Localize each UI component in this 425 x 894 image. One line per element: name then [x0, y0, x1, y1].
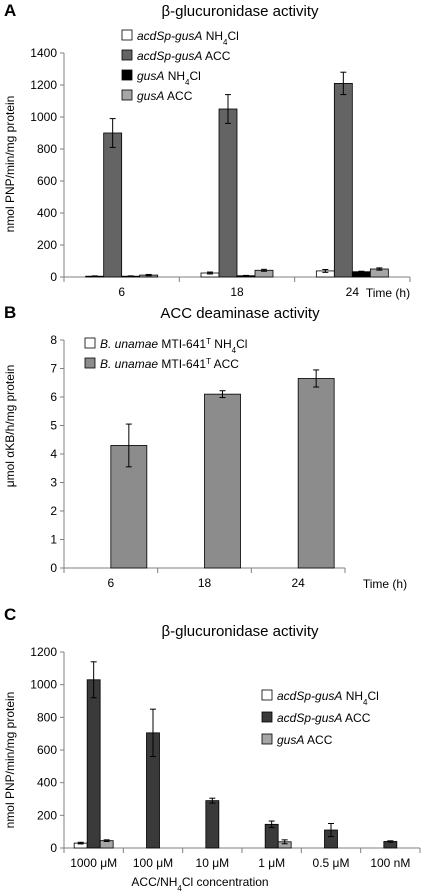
x-tick-label: 10 μM [196, 856, 230, 870]
legend-swatch [121, 29, 133, 41]
panel-b-ylabel: μmol αKB/h/mg protein [3, 365, 17, 488]
y-tick-label: 0 [50, 841, 57, 855]
panel-c-title: β-glucuronidase activity [161, 623, 319, 640]
x-tick-label: 6 [118, 285, 125, 299]
bar [218, 108, 238, 278]
x-axis-label: Time (h) [363, 577, 407, 591]
panel-c: C β-glucuronidase activity nmol PNP/min/… [3, 605, 421, 893]
legend-swatch [84, 357, 96, 369]
bar [297, 378, 335, 569]
legend-label: gusA NH4Cl [137, 69, 201, 87]
bar [205, 800, 220, 849]
panel-a-title: β-glucuronidase activity [161, 3, 319, 20]
legend-label: acdSp-gusA ACC [277, 711, 371, 725]
y-tick-label: 600 [37, 743, 57, 757]
panel-b-title: ACC deaminase activity [160, 305, 320, 322]
legend-label: B. unamae MTI-641T NH4Cl [100, 337, 247, 355]
legend-label: gusA ACC [277, 733, 333, 747]
x-tick-label: 24 [346, 285, 360, 299]
panel-b-legend: B. unamae MTI-641T NH4Cl B. unamae MTI-64… [84, 337, 247, 372]
x-tick-label: 6 [107, 576, 114, 590]
panel-a-legend: acdSp-gusA NH4Cl acdSp-gusA ACC gusA NH4Cl… [121, 29, 239, 103]
y-tick-label: 1400 [30, 46, 57, 60]
y-tick-label: 1000 [30, 110, 57, 124]
panel-b: B ACC deaminase activity μmol αKB/h/mg p… [3, 303, 407, 591]
bar [204, 393, 241, 569]
panel-c-letter: C [4, 605, 16, 624]
panel-c-legend: acdSp-gusA NH4Cl acdSp-gusA ACC gusA ACC [261, 689, 379, 747]
legend-swatch [121, 89, 133, 101]
panel-b-plot: 0 1 2 3 4 5 6 7 8 6 18 24 Time (h) [50, 333, 407, 591]
legend-label: acdSp-gusA ACC [137, 49, 231, 63]
x-tick-label: 1000 μM [70, 856, 117, 870]
y-tick-label: 200 [37, 808, 57, 822]
panel-a: A β-glucuronidase activity nmol PNP/min/… [3, 1, 411, 300]
y-tick-label: 4 [50, 447, 57, 461]
legend-swatch [84, 337, 96, 349]
x-tick-label: 24 [291, 576, 305, 590]
x-tick-label: 1 μM [258, 856, 285, 870]
y-tick-label: 400 [37, 206, 57, 220]
panel-a-letter: A [4, 1, 16, 20]
y-tick-label: 200 [37, 238, 57, 252]
y-tick-label: 8 [50, 333, 57, 347]
y-tick-label: 5 [50, 419, 57, 433]
legend-swatch [261, 711, 273, 723]
legend-label: B. unamae MTI-641T ACC [100, 357, 239, 372]
panel-c-ylabel: nmol PNP/min/mg protein [3, 692, 17, 829]
y-tick-label: 7 [50, 362, 57, 376]
y-tick-label: 6 [50, 390, 57, 404]
legend-label: gusA ACC [137, 89, 193, 103]
legend-swatch [121, 49, 133, 61]
y-tick-label: 800 [37, 710, 57, 724]
y-tick-label: 400 [37, 776, 57, 790]
y-tick-label: 1200 [30, 78, 57, 92]
x-tick-label: 100 μM [133, 856, 173, 870]
bar [103, 132, 123, 278]
y-tick-label: 0 [50, 561, 57, 575]
y-tick-label: 0 [50, 270, 57, 284]
panel-b-letter: B [4, 303, 16, 322]
legend-swatch [261, 689, 273, 701]
panel-a-plot: 0 200 400 600 800 1000 1200 1400 6 18 24 Time (h) [30, 46, 411, 300]
panel-c-plot: 0 200 400 600 800 1000 1200 1000 μM 100 μM 10 μM 1… [30, 645, 421, 893]
bar [333, 83, 353, 278]
y-tick-label: 800 [37, 142, 57, 156]
y-tick-label: 1000 [30, 678, 57, 692]
x-axis-label: Time (h) [366, 286, 410, 300]
y-tick-label: 3 [50, 476, 57, 490]
legend-swatch [121, 69, 133, 81]
x-tick-label: 0.5 μM [313, 856, 350, 870]
y-tick-label: 1 [50, 533, 57, 547]
x-tick-label: 18 [230, 285, 244, 299]
y-tick-label: 1200 [30, 645, 57, 659]
y-tick-label: 600 [37, 174, 57, 188]
panel-a-ylabel: nmol PNP/min/mg protein [3, 96, 17, 233]
y-tick-label: 2 [50, 504, 57, 518]
legend-label: acdSp-gusA NH4Cl [277, 689, 379, 707]
legend-swatch [261, 733, 273, 745]
bar [86, 679, 101, 849]
legend-label: acdSp-gusA NH4Cl [137, 29, 239, 47]
x-axis-label: ACC/NH4Cl concentration [131, 875, 268, 893]
x-tick-label: 100 nM [370, 856, 410, 870]
x-tick-label: 18 [198, 576, 212, 590]
